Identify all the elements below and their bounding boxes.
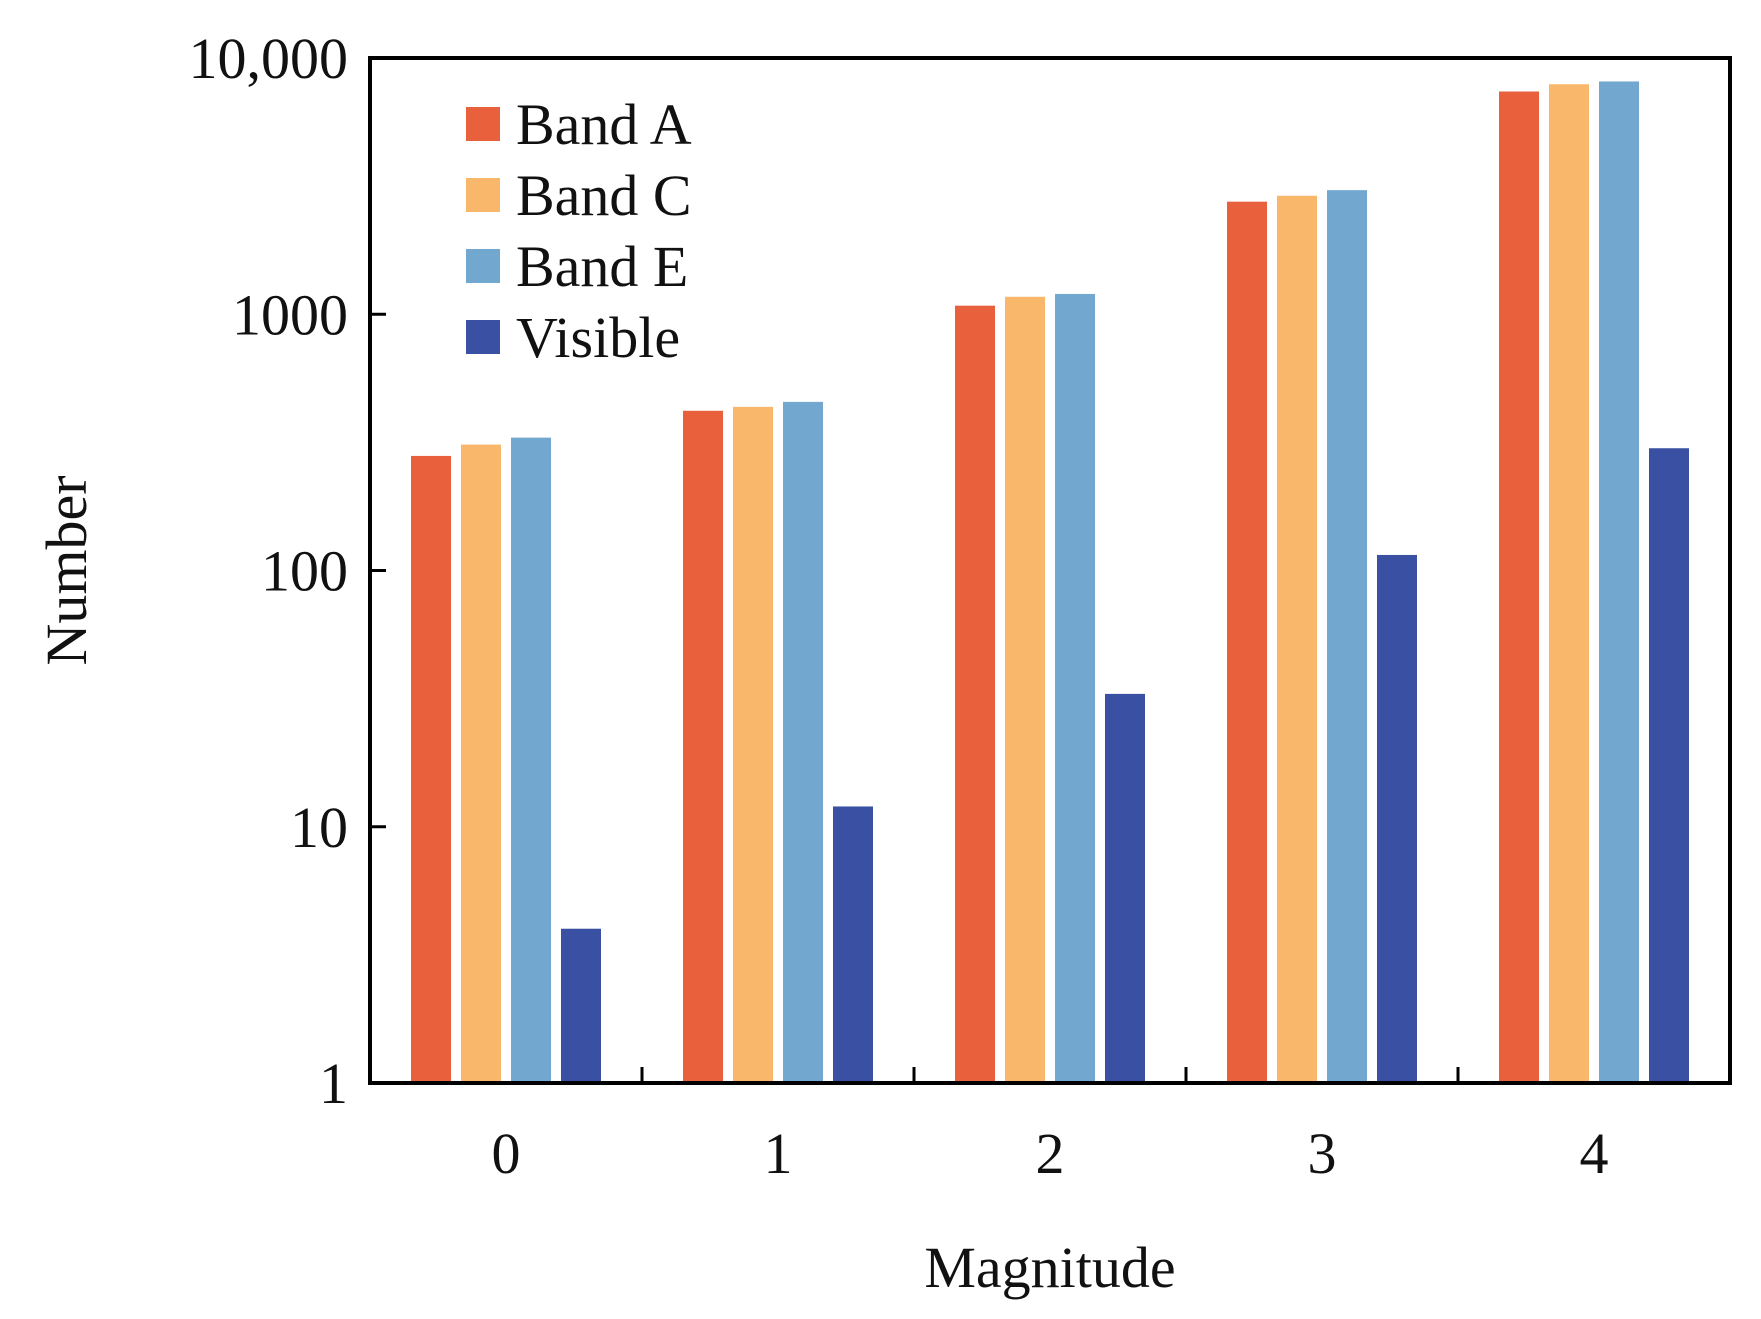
- legend-swatch-band-e: [466, 249, 500, 283]
- bar-band-e-2: [1055, 293, 1095, 1083]
- y-tick-label: 1: [319, 1051, 348, 1116]
- legend-label: Band E: [516, 234, 688, 299]
- bar-band-a-0: [411, 455, 451, 1083]
- bar-visible-4: [1649, 448, 1689, 1083]
- bar-band-a-1: [683, 410, 723, 1083]
- bar-band-a-3: [1227, 201, 1267, 1083]
- bar-band-e-4: [1599, 81, 1639, 1084]
- bar-visible-2: [1105, 693, 1145, 1083]
- y-axis: 1 10 100 1000 10,000: [189, 26, 386, 1116]
- bar-visible-1: [833, 806, 873, 1083]
- bar-band-a-4: [1499, 91, 1539, 1083]
- x-axis-title: Magnitude: [924, 1235, 1175, 1300]
- bar-band-c-1: [733, 406, 773, 1084]
- legend-label: Band A: [516, 92, 692, 157]
- bar-band-c-3: [1277, 195, 1317, 1084]
- y-tick-label: 1000: [232, 282, 348, 347]
- legend-swatch-band-a: [466, 107, 500, 141]
- bar-visible-0: [561, 928, 601, 1083]
- bar-band-c-2: [1005, 296, 1045, 1084]
- legend-label: Visible: [516, 305, 680, 370]
- x-tick-label: 4: [1580, 1121, 1609, 1186]
- bar-band-c-0: [461, 444, 501, 1083]
- legend-label: Band C: [516, 163, 692, 228]
- bar-band-c-4: [1549, 84, 1589, 1084]
- x-tick-label: 3: [1308, 1121, 1337, 1186]
- bar-band-a-2: [955, 305, 995, 1083]
- x-tick-label: 1: [764, 1121, 793, 1186]
- y-tick-label: 10: [290, 795, 348, 860]
- x-axis: 0 1 2 3 4: [492, 1067, 1609, 1186]
- bars-layer: [411, 81, 1689, 1084]
- bar-band-e-1: [783, 401, 823, 1083]
- x-tick-label: 0: [492, 1121, 521, 1186]
- y-tick-label: 10,000: [189, 26, 349, 91]
- bar-band-e-3: [1327, 190, 1367, 1083]
- legend-swatch-visible: [466, 320, 500, 354]
- x-tick-label: 2: [1036, 1121, 1065, 1186]
- bar-band-e-0: [511, 437, 551, 1083]
- legend-swatch-band-c: [466, 178, 500, 212]
- y-tick-label: 100: [261, 539, 348, 604]
- y-axis-title: Number: [34, 475, 99, 665]
- bar-visible-3: [1377, 554, 1417, 1083]
